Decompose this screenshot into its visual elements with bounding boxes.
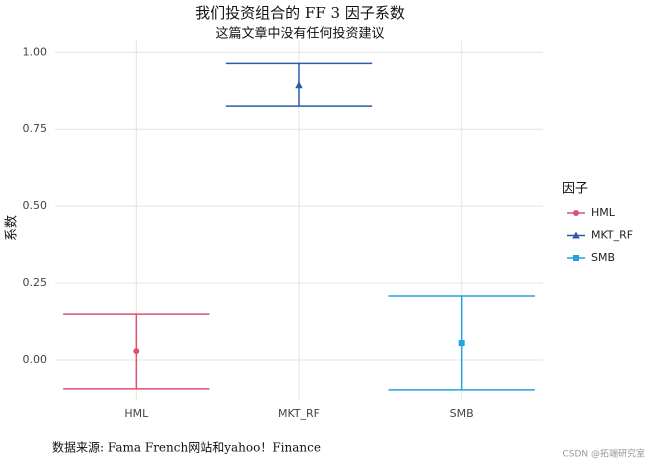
legend-label: HML [591, 206, 616, 219]
x-tick-label: SMB [450, 407, 474, 420]
x-tick-label: HML [124, 407, 149, 420]
chart-title: 我们投资组合的 FF 3 因子系数 [195, 4, 405, 22]
watermark: CSDN @拓端研究室 [562, 448, 645, 460]
y-tick-label: 0.25 [23, 276, 48, 289]
caption: 数据来源: Fama French网站和yahoo！Finance [52, 440, 321, 455]
legend-label: SMB [591, 251, 615, 264]
y-tick-label: 1.00 [23, 45, 48, 58]
y-tick-label: 0.00 [23, 353, 48, 366]
point [133, 348, 140, 355]
point [295, 81, 303, 89]
y-tick-label: 0.50 [23, 199, 48, 212]
legend-title: 因子 [562, 182, 588, 197]
chart-subtitle: 这篇文章中没有任何投资建议 [215, 26, 384, 42]
y-tick-label: 0.75 [23, 122, 48, 135]
legend-key-marker [573, 255, 579, 261]
legend-key-marker [573, 210, 579, 216]
legend-label: MKT_RF [591, 229, 633, 242]
x-tick-label: MKT_RF [278, 407, 320, 420]
y-axis-label: 系数 [5, 215, 20, 241]
legend-key-marker [572, 231, 580, 239]
point [458, 340, 465, 347]
